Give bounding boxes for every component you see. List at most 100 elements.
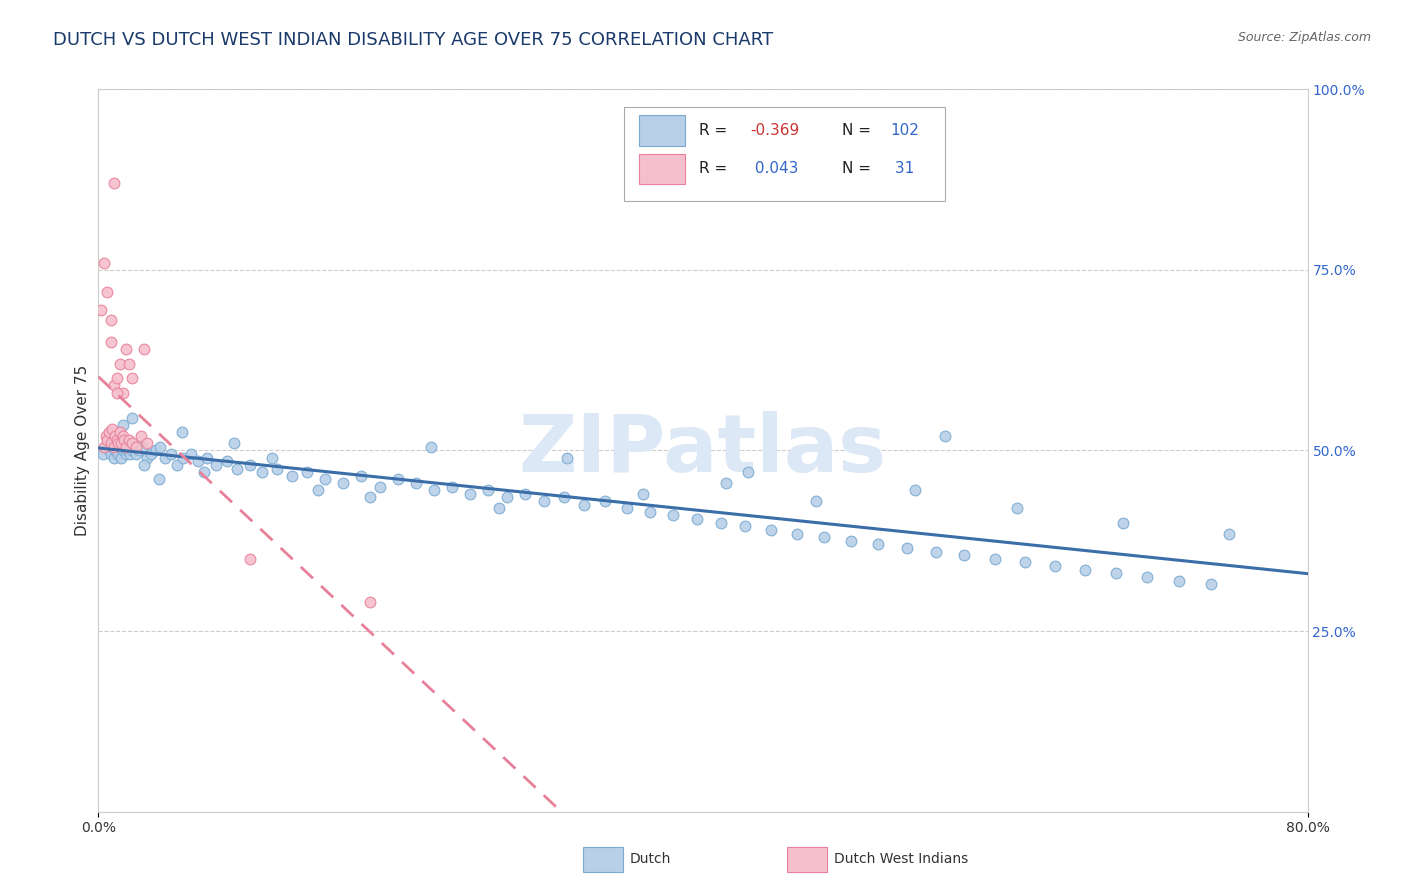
Point [115, 443, 138, 458]
Point [1043, 559, 1066, 574]
Point [224, 436, 246, 450]
Point [737, 465, 759, 479]
Point [266, 461, 288, 475]
Point [112, 436, 135, 450]
Point [193, 465, 215, 479]
Point [96, 285, 118, 299]
Point [110, 450, 132, 465]
Point [129, 429, 152, 443]
Point [533, 494, 555, 508]
Text: N =: N = [842, 123, 876, 138]
Text: -0.369: -0.369 [751, 123, 800, 138]
Point [786, 526, 808, 541]
Point [103, 450, 125, 465]
Point [104, 443, 127, 458]
Point [983, 551, 1005, 566]
Point [114, 343, 136, 357]
Text: 31: 31 [890, 161, 915, 177]
Point [105, 371, 128, 385]
Point [1074, 563, 1097, 577]
FancyBboxPatch shape [638, 115, 685, 145]
Point [360, 595, 382, 609]
Point [114, 440, 136, 454]
Point [187, 454, 209, 468]
Point [572, 498, 595, 512]
Point [1112, 516, 1135, 530]
Point [121, 371, 143, 385]
Point [103, 176, 125, 190]
Point [458, 487, 481, 501]
Text: DUTCH VS DUTCH WEST INDIAN DISABILITY AGE OVER 75 CORRELATION CHART: DUTCH VS DUTCH WEST INDIAN DISABILITY AG… [53, 31, 773, 49]
Point [101, 440, 124, 454]
Point [105, 385, 128, 400]
FancyBboxPatch shape [638, 153, 685, 184]
Point [111, 385, 134, 400]
Point [896, 541, 918, 555]
Point [661, 508, 683, 523]
Point [108, 357, 131, 371]
Point [205, 458, 228, 472]
Point [122, 440, 145, 454]
Point [166, 458, 188, 472]
Point [96, 436, 118, 450]
Point [170, 425, 193, 440]
Point [114, 447, 136, 461]
Point [215, 454, 238, 468]
Point [239, 458, 262, 472]
Point [100, 313, 122, 327]
Point [332, 475, 354, 490]
Text: Source: ZipAtlas.com: Source: ZipAtlas.com [1237, 31, 1371, 45]
Point [104, 429, 127, 443]
Text: R =: R = [699, 123, 733, 138]
Point [734, 519, 756, 533]
Point [108, 440, 131, 454]
Point [813, 530, 835, 544]
Point [98, 425, 121, 440]
Point [121, 443, 143, 458]
Point [98, 443, 121, 458]
Point [111, 443, 134, 458]
Point [441, 480, 464, 494]
Point [307, 483, 329, 498]
Text: R =: R = [699, 161, 733, 177]
Point [111, 429, 134, 443]
Point [953, 548, 976, 562]
Point [103, 378, 125, 392]
Point [103, 440, 125, 454]
Point [387, 472, 409, 486]
Point [120, 447, 142, 461]
Point [904, 483, 927, 498]
Point [638, 505, 661, 519]
Point [132, 343, 155, 357]
Text: N =: N = [842, 161, 876, 177]
Point [1136, 570, 1159, 584]
Point [100, 334, 122, 349]
Point [839, 533, 862, 548]
Point [125, 440, 148, 454]
Point [593, 494, 616, 508]
Text: 0.043: 0.043 [751, 161, 799, 177]
Point [868, 537, 890, 551]
Point [759, 523, 782, 537]
Point [250, 465, 273, 479]
Point [94, 429, 117, 443]
Point [118, 440, 141, 454]
Point [96, 433, 118, 447]
Point [423, 483, 446, 498]
Point [1218, 526, 1240, 541]
Point [125, 447, 148, 461]
Point [281, 468, 304, 483]
Point [360, 491, 382, 505]
Point [262, 450, 284, 465]
Text: Dutch West Indians: Dutch West Indians [834, 852, 967, 866]
Point [93, 255, 115, 269]
Point [135, 436, 157, 450]
Point [94, 440, 117, 454]
Point [148, 472, 170, 486]
Point [314, 472, 336, 486]
Point [368, 480, 391, 494]
Point [121, 411, 143, 425]
Point [118, 357, 141, 371]
Point [1168, 574, 1191, 588]
Point [100, 436, 122, 450]
